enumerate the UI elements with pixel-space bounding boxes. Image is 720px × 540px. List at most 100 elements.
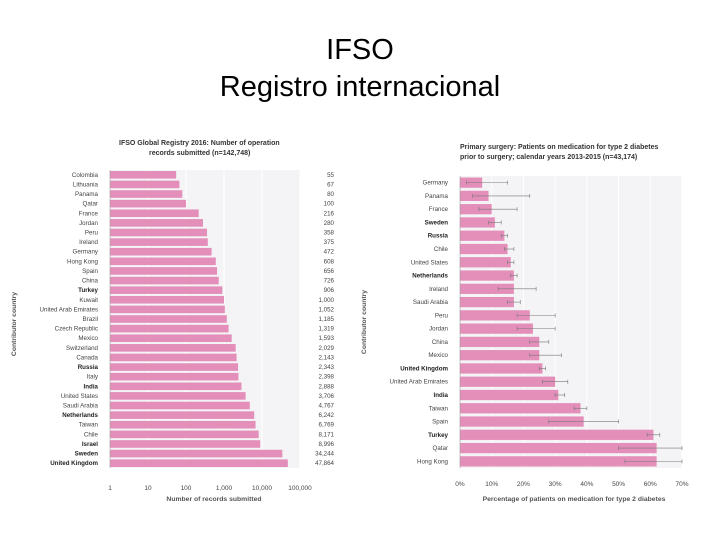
bar (110, 324, 229, 333)
value-label: 6,769 (319, 422, 335, 429)
bar (110, 363, 239, 371)
bar (110, 199, 186, 208)
bar (460, 310, 530, 321)
bar (110, 430, 259, 439)
x-tick-label: 40% (580, 481, 593, 488)
bar (110, 190, 183, 198)
bar (460, 257, 511, 268)
x-tick-label: 0% (455, 481, 465, 488)
slide-title: IFSO (326, 34, 394, 66)
chart-title-line2: prior to surgery; calendar years 2013-20… (460, 154, 637, 161)
category-label: United States (411, 259, 448, 266)
x-tick-label: 100 (181, 485, 192, 492)
value-label: 80 (327, 191, 334, 198)
category-label: United States (61, 393, 98, 400)
bar (110, 209, 199, 218)
category-label: China (432, 339, 449, 346)
category-label: Russia (78, 364, 99, 371)
diabetes-medication-chart: Primary surgery: Patients on medication … (361, 144, 689, 503)
bar (110, 440, 261, 448)
category-label: United Arab Emirates (390, 379, 448, 386)
category-label: Lithuania (73, 181, 99, 188)
category-label: Ireland (79, 239, 98, 246)
value-label: 1,185 (319, 316, 335, 323)
category-label: Sweden (75, 451, 99, 458)
bar (110, 334, 232, 343)
value-label: 375 (324, 239, 335, 246)
category-label: China (82, 278, 99, 285)
category-label: Italy (87, 374, 99, 381)
chart-title-line1: Primary surgery: Patients on medication … (460, 144, 658, 151)
bar (110, 171, 177, 179)
category-label: Israel (82, 441, 98, 448)
category-label: Turkey (78, 287, 98, 294)
value-label: 216 (324, 210, 335, 217)
category-label: Hong Kong (67, 258, 99, 265)
value-label: 2,343 (319, 364, 335, 371)
bar (110, 276, 219, 285)
x-tick-label: 60% (644, 481, 657, 488)
x-axis-label: Number of records submitted (166, 496, 261, 503)
category-label: Jordan (429, 326, 448, 333)
category-label: United Arab Emirates (40, 306, 98, 313)
x-tick-label: 100,000 (288, 485, 312, 492)
value-label: 906 (324, 287, 335, 294)
bar (110, 257, 216, 266)
category-label: India (434, 392, 449, 399)
category-label: Kuwait (79, 297, 98, 304)
value-label: 55 (327, 172, 334, 179)
bar (110, 420, 256, 429)
category-label: Taiwan (429, 405, 449, 412)
category-label: Chile (84, 431, 99, 438)
bar (110, 305, 225, 314)
y-axis-label: Contributor country (11, 292, 18, 356)
value-label: 6,242 (319, 412, 335, 419)
value-label: 2,398 (319, 374, 335, 381)
category-label: Turkey (428, 432, 448, 439)
category-label: Chile (434, 246, 449, 253)
bar (460, 376, 556, 387)
bar (110, 392, 246, 400)
value-label: 472 (324, 249, 335, 256)
category-label: Colombia (72, 172, 99, 179)
x-tick-label: 20% (517, 481, 530, 488)
category-label: Peru (85, 229, 99, 236)
bar (110, 449, 283, 458)
y-axis-label: Contributor country (361, 290, 368, 354)
bar (110, 238, 208, 246)
bar (460, 230, 505, 241)
value-label: 8,996 (319, 441, 335, 448)
category-label: United Kingdom (400, 365, 448, 372)
category-label: Spain (432, 419, 448, 426)
category-label: United Kingdom (50, 460, 98, 467)
bar (460, 204, 492, 215)
category-label: Germany (73, 249, 99, 256)
category-label: Brazil (83, 316, 98, 323)
category-label: Czech Republic (55, 326, 98, 333)
bar (110, 372, 239, 381)
records-submitted-chart: IFSO Global Registry 2016: Number of ope… (11, 140, 335, 503)
slide-subtitle: Registro internacional (219, 71, 501, 103)
value-label: 358 (324, 229, 335, 236)
x-tick-label: 50% (612, 481, 625, 488)
value-label: 47,864 (315, 460, 334, 467)
bar (460, 429, 654, 440)
bar (460, 416, 584, 427)
value-label: 1,319 (319, 326, 335, 333)
bar (110, 286, 223, 294)
bar (110, 228, 208, 237)
x-tick-label: 1,000 (216, 485, 233, 492)
category-label: Mexico (78, 335, 98, 342)
chart-title-line1: IFSO Global Registry 2016: Number of ope… (119, 140, 280, 147)
value-label: 726 (324, 278, 335, 285)
bar (110, 459, 288, 467)
bar (110, 353, 237, 362)
category-label: Sweden (425, 219, 449, 226)
bar (110, 247, 212, 256)
bar (460, 389, 559, 401)
bar (460, 323, 533, 334)
chart-title-line2: records submitted (n=142,748) (149, 150, 250, 157)
bar (110, 295, 224, 304)
category-label: Switzerland (66, 345, 99, 352)
x-axis-label: Percentage of patients on medication for… (483, 496, 666, 503)
